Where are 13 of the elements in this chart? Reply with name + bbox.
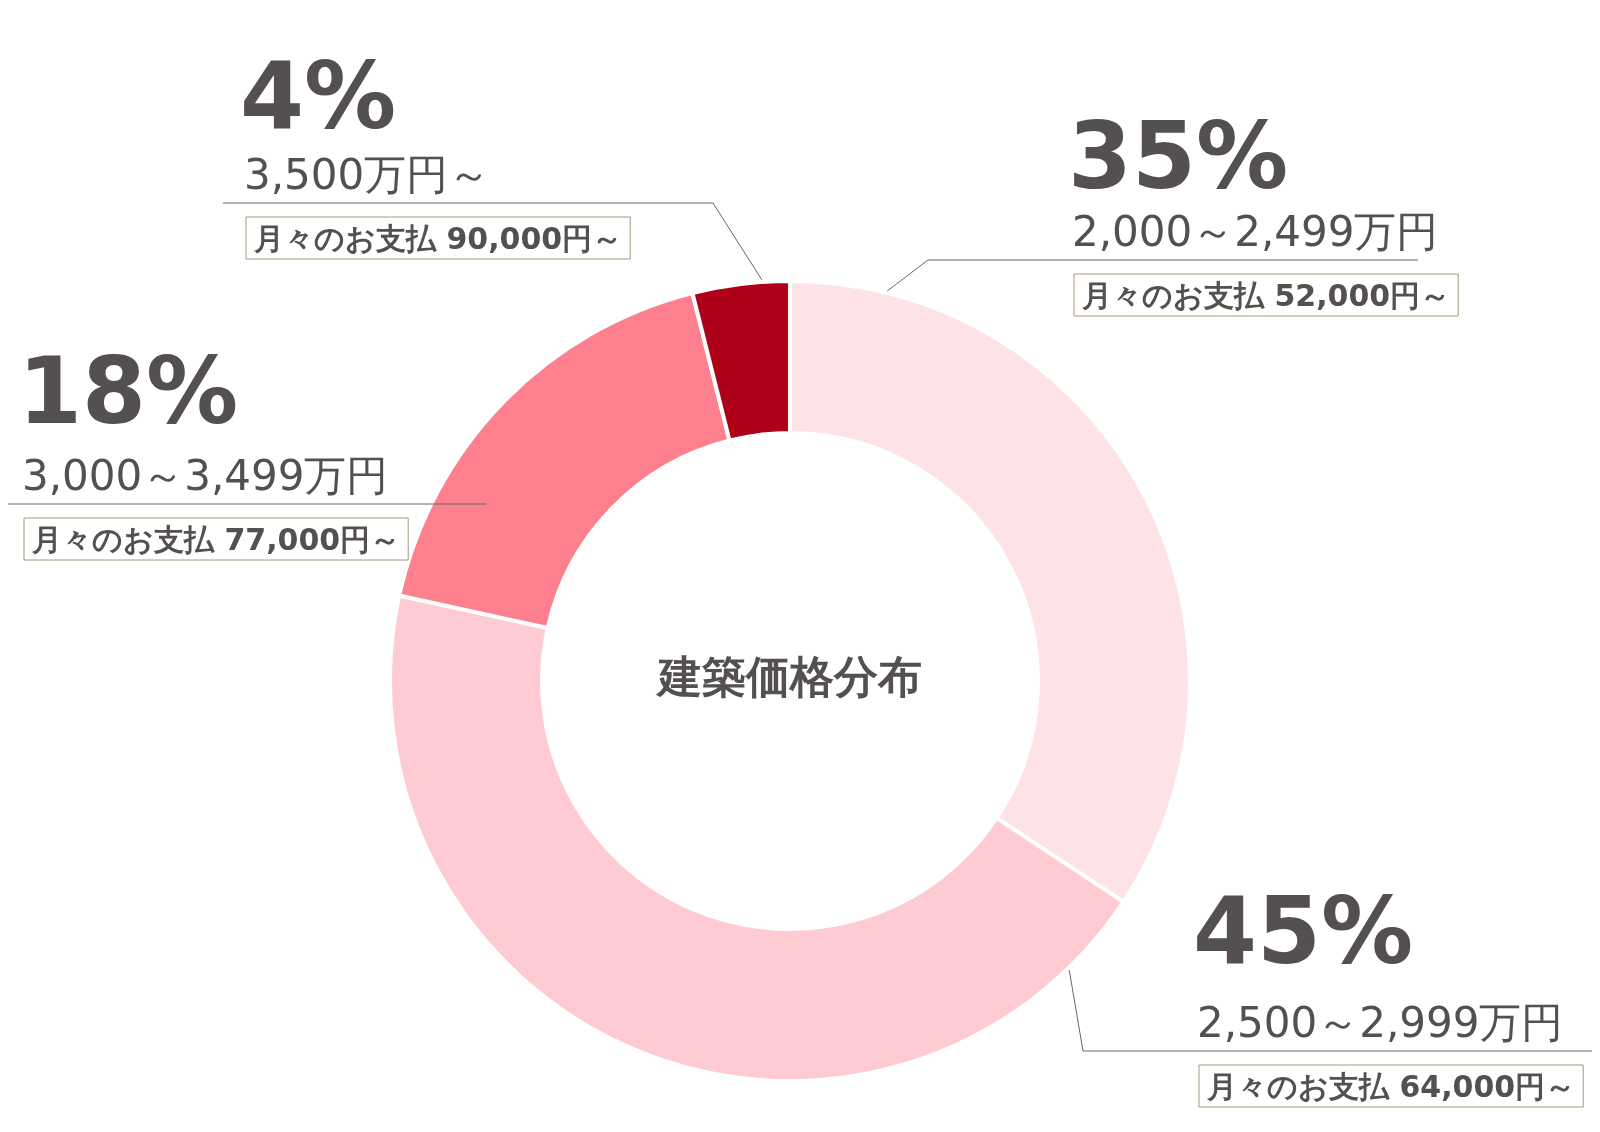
data-label: 4% — [240, 43, 397, 150]
data-label: 35% — [1068, 103, 1289, 210]
data-label: 18% — [18, 338, 239, 445]
text: 月々のお支払 77,000円～ — [31, 522, 401, 557]
text: 建築価格分布 — [655, 651, 922, 703]
text: 月々のお支払 90,000円～ — [253, 221, 623, 256]
text: 月々のお支払 52,000円～ — [1081, 278, 1451, 313]
slice-label: 2,500～2,999万円 — [1197, 998, 1564, 1047]
slice-label: 2,000～2,499万円 — [1072, 207, 1439, 256]
slice-label: 3,000～3,499万円 — [22, 451, 389, 500]
text: 月々のお支払 64,000円～ — [1206, 1069, 1576, 1104]
slice-label: 3,500万円～ — [244, 150, 491, 199]
data-label: 45% — [1193, 878, 1414, 985]
